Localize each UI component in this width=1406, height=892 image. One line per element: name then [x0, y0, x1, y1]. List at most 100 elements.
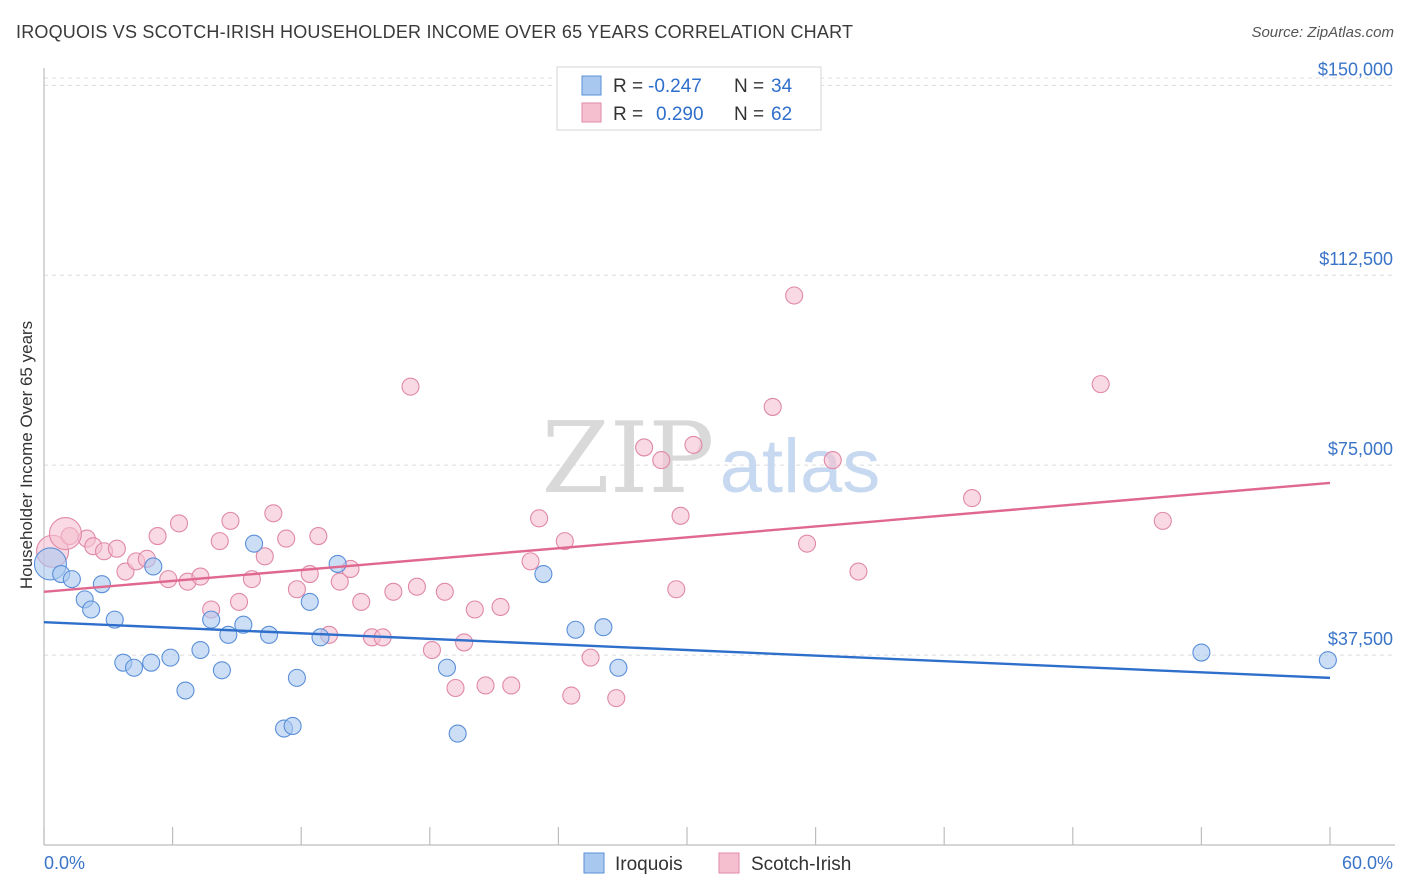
stats-n-label-1: N =: [734, 76, 764, 97]
point-scotch-irish: [48, 516, 82, 551]
data-points: [33, 286, 1337, 743]
point-scotch-irish: [264, 504, 283, 523]
source-label: Source: ZipAtlas.com: [1251, 24, 1394, 41]
point-iroquois: [191, 640, 210, 660]
stats-swatch-scotch-irish: [581, 102, 602, 123]
trend-line-scotch-irish: [43, 481, 1331, 593]
series-legend: Iroquois Scotch-Irish: [583, 852, 851, 875]
point-scotch-irish: [229, 592, 249, 611]
point-iroquois: [328, 554, 347, 573]
point-iroquois: [287, 668, 306, 687]
point-iroquois: [609, 658, 628, 677]
point-scotch-irish: [671, 506, 690, 525]
point-scotch-irish: [422, 640, 441, 660]
point-iroquois: [594, 618, 613, 637]
y-tick-label: $150,000: [1318, 59, 1393, 79]
point-scotch-irish: [407, 577, 426, 596]
point-iroquois: [212, 661, 231, 680]
point-scotch-irish: [502, 676, 521, 695]
legend-label-iroquois: Iroquois: [615, 854, 683, 875]
y-tick-labels: $37,500 $75,000 $112,500 $150,000: [1318, 59, 1393, 649]
point-iroquois: [1318, 651, 1337, 670]
point-iroquois: [534, 564, 553, 584]
point-scotch-irish: [823, 451, 842, 470]
point-iroquois: [161, 648, 180, 667]
x-tick-labels: 0.0% 60.0%: [44, 853, 1393, 873]
point-iroquois: [82, 600, 101, 619]
point-iroquois: [283, 716, 302, 736]
point-iroquois: [566, 620, 585, 639]
point-iroquois: [437, 658, 456, 677]
point-scotch-irish: [446, 678, 465, 698]
point-scotch-irish: [287, 580, 306, 599]
point-iroquois: [92, 575, 111, 594]
legend-label-scotch-irish: Scotch-Irish: [751, 854, 851, 875]
stats-r-label-2: R =: [613, 104, 643, 125]
point-iroquois: [144, 557, 163, 576]
point-scotch-irish: [635, 438, 654, 457]
stats-r-label-1: R =: [613, 76, 643, 97]
chart-title: IROQUOIS VS SCOTCH-IRISH HOUSEHOLDER INC…: [16, 22, 854, 42]
point-iroquois: [176, 681, 195, 700]
point-scotch-irish: [277, 529, 296, 548]
stats-r-value-2: 0.290: [656, 104, 704, 125]
point-iroquois: [448, 724, 467, 743]
point-iroquois: [202, 610, 221, 629]
legend-swatch-iroquois: [583, 852, 605, 874]
y-axis-label: Householder Income Over 65 years: [17, 321, 36, 589]
watermark: ZIP atlas: [542, 402, 881, 516]
point-iroquois: [62, 570, 81, 589]
point-scotch-irish: [107, 539, 126, 558]
grid-lines: [44, 77, 1395, 656]
stats-n-value-1: 34: [771, 76, 793, 97]
point-scotch-irish: [352, 592, 371, 611]
point-scotch-irish: [785, 286, 804, 305]
point-scotch-irish: [384, 582, 403, 601]
point-scotch-irish: [465, 600, 484, 619]
point-scotch-irish: [309, 527, 328, 546]
trend-lines: [43, 481, 1331, 680]
point-scotch-irish: [401, 377, 420, 396]
y-tick-label: $75,000: [1328, 439, 1393, 459]
stats-n-value-2: 62: [771, 104, 792, 125]
stats-r-value-1: -0.247: [648, 76, 702, 97]
axes: [43, 68, 1395, 846]
point-scotch-irish: [607, 689, 626, 708]
point-scotch-irish: [521, 552, 540, 571]
point-iroquois: [124, 658, 144, 677]
point-scotch-irish: [476, 676, 495, 695]
point-scotch-irish: [849, 562, 868, 581]
point-iroquois: [244, 534, 264, 553]
stats-legend: R = -0.247 N = 34 R = 0.290 N = 62: [556, 66, 822, 131]
point-scotch-irish: [255, 547, 274, 566]
point-scotch-irish: [159, 570, 178, 589]
point-scotch-irish: [763, 397, 782, 416]
point-scotch-irish: [652, 451, 671, 470]
point-scotch-irish: [1153, 511, 1172, 530]
trend-line-iroquois: [43, 620, 1331, 680]
point-iroquois: [259, 625, 279, 644]
point-scotch-irish: [963, 489, 982, 508]
point-scotch-irish: [797, 534, 817, 553]
point-scotch-irish: [491, 597, 510, 617]
point-iroquois: [311, 628, 330, 647]
point-scotch-irish: [221, 511, 240, 530]
x-tick-label-min: 0.0%: [44, 853, 85, 873]
legend-swatch-scotch-irish: [718, 852, 740, 874]
watermark-atlas: atlas: [720, 424, 881, 509]
point-scotch-irish: [555, 532, 574, 551]
point-iroquois: [300, 592, 319, 611]
point-scotch-irish: [330, 572, 349, 591]
point-scotch-irish: [530, 509, 549, 528]
point-iroquois: [1192, 643, 1211, 662]
point-scotch-irish: [1091, 375, 1110, 394]
point-scotch-irish: [169, 514, 189, 533]
stats-swatch-iroquois: [581, 75, 602, 96]
point-scotch-irish: [562, 686, 581, 705]
stats-n-label-2: N =: [734, 104, 764, 125]
point-scotch-irish: [210, 532, 229, 551]
y-tick-label: $37,500: [1328, 629, 1393, 649]
x-tick-label-max: 60.0%: [1342, 853, 1393, 873]
point-iroquois: [142, 653, 161, 672]
